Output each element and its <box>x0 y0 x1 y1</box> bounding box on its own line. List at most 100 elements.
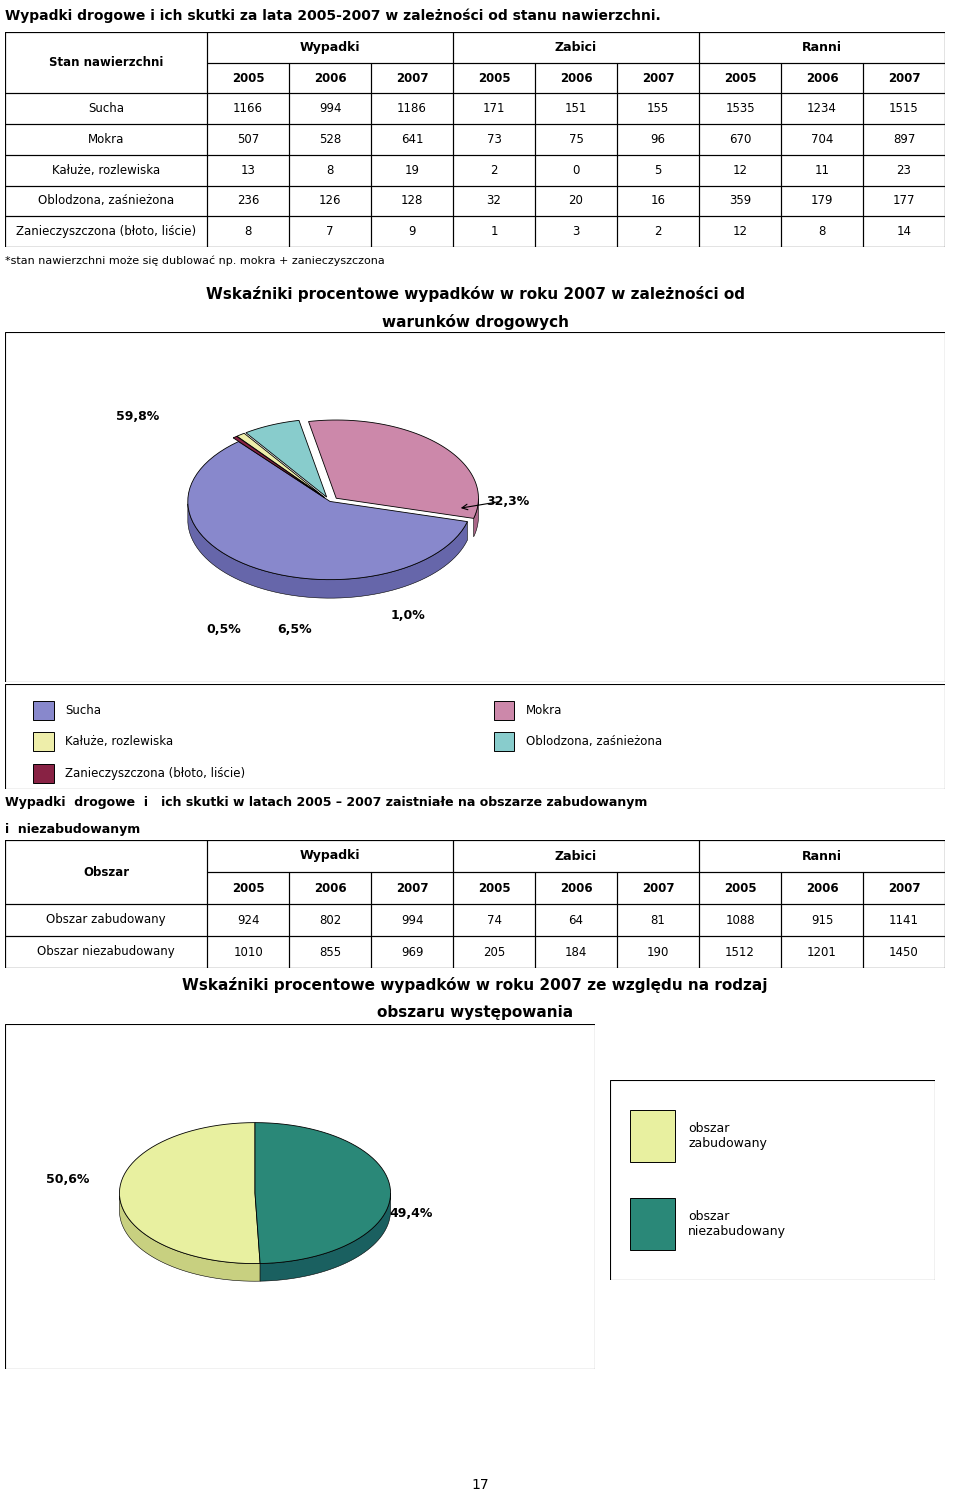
Text: 1088: 1088 <box>725 914 755 927</box>
Text: 9: 9 <box>408 225 416 239</box>
Bar <box>863 871 945 904</box>
Text: 19: 19 <box>404 163 420 177</box>
Bar <box>781 94 863 124</box>
Text: 855: 855 <box>319 945 341 959</box>
Polygon shape <box>188 441 468 580</box>
Text: 2006: 2006 <box>805 882 838 894</box>
Bar <box>5 32 207 94</box>
Bar <box>207 871 289 904</box>
Bar <box>453 124 535 156</box>
Bar <box>207 216 289 248</box>
Bar <box>289 936 372 968</box>
Text: i  niezabudowanym: i niezabudowanym <box>5 823 140 837</box>
Text: Obszar zabudowany: Obszar zabudowany <box>46 914 166 927</box>
Bar <box>207 124 289 156</box>
Bar <box>781 936 863 968</box>
Text: 184: 184 <box>564 945 588 959</box>
Bar <box>535 936 617 968</box>
Text: 126: 126 <box>319 195 342 207</box>
Polygon shape <box>260 1193 391 1280</box>
Text: 8: 8 <box>245 225 252 239</box>
Text: 1535: 1535 <box>725 103 755 115</box>
Bar <box>5 124 207 156</box>
Bar <box>535 156 617 186</box>
Bar <box>5 156 207 186</box>
Bar <box>699 156 781 186</box>
Text: obszar
zabudowany: obszar zabudowany <box>688 1122 767 1151</box>
Bar <box>535 186 617 216</box>
Text: 507: 507 <box>237 133 259 146</box>
Bar <box>535 871 617 904</box>
Text: 23: 23 <box>897 163 911 177</box>
Text: 2006: 2006 <box>805 71 838 85</box>
Polygon shape <box>120 1196 260 1280</box>
Text: 2: 2 <box>655 225 661 239</box>
Text: 359: 359 <box>729 195 751 207</box>
Text: warunków drogowych: warunków drogowych <box>381 314 568 329</box>
Text: Kałuże, rozlewiska: Kałuże, rozlewiska <box>52 163 160 177</box>
Bar <box>617 124 699 156</box>
Text: 1201: 1201 <box>807 945 837 959</box>
Polygon shape <box>255 1122 391 1264</box>
Bar <box>781 156 863 186</box>
Bar <box>289 216 372 248</box>
Text: 190: 190 <box>647 945 669 959</box>
Text: 1010: 1010 <box>233 945 263 959</box>
Bar <box>863 904 945 936</box>
Bar <box>207 840 453 871</box>
Bar <box>863 216 945 248</box>
Bar <box>289 904 372 936</box>
Text: Ranni: Ranni <box>802 41 842 54</box>
Polygon shape <box>233 436 324 498</box>
Text: 1: 1 <box>491 225 498 239</box>
Text: 32: 32 <box>487 195 501 207</box>
Bar <box>289 63 372 94</box>
Bar <box>289 871 372 904</box>
Bar <box>493 732 515 750</box>
Text: Wypadki: Wypadki <box>300 850 360 862</box>
Text: 11: 11 <box>814 163 829 177</box>
Text: 915: 915 <box>811 914 833 927</box>
Bar <box>5 216 207 248</box>
Bar <box>453 32 699 63</box>
Polygon shape <box>237 433 324 498</box>
Text: Oblodzona, zaśnieżona: Oblodzona, zaśnieżona <box>38 195 174 207</box>
Text: 969: 969 <box>401 945 423 959</box>
Text: 5: 5 <box>655 163 661 177</box>
Bar <box>372 156 453 186</box>
Text: 1141: 1141 <box>889 914 919 927</box>
Text: 32,3%: 32,3% <box>486 495 529 507</box>
Text: 2005: 2005 <box>724 882 756 894</box>
Text: 12: 12 <box>732 163 748 177</box>
Text: 1234: 1234 <box>807 103 837 115</box>
Text: 670: 670 <box>729 133 752 146</box>
Text: 994: 994 <box>401 914 423 927</box>
Bar <box>617 94 699 124</box>
Text: 8: 8 <box>818 225 826 239</box>
Bar <box>5 94 207 124</box>
Bar <box>617 186 699 216</box>
Bar <box>372 936 453 968</box>
Text: 64: 64 <box>568 914 584 927</box>
Text: 2007: 2007 <box>888 71 921 85</box>
Text: 802: 802 <box>319 914 341 927</box>
Text: 528: 528 <box>319 133 341 146</box>
Text: Obszar: Obszar <box>83 865 129 879</box>
Text: 13: 13 <box>241 163 255 177</box>
Bar <box>372 871 453 904</box>
Text: Wypadki drogowe i ich skutki za lata 2005-2007 w zależności od stanu nawierzchni: Wypadki drogowe i ich skutki za lata 200… <box>5 9 660 23</box>
Text: Sucha: Sucha <box>65 704 101 717</box>
Text: 81: 81 <box>651 914 665 927</box>
Text: Mokra: Mokra <box>88 133 124 146</box>
Text: 74: 74 <box>487 914 501 927</box>
Text: 128: 128 <box>401 195 423 207</box>
Text: 1515: 1515 <box>889 103 919 115</box>
Text: 96: 96 <box>651 133 665 146</box>
Text: 16: 16 <box>651 195 665 207</box>
Bar <box>372 186 453 216</box>
Polygon shape <box>246 420 326 497</box>
Bar <box>453 156 535 186</box>
Text: 7: 7 <box>326 225 334 239</box>
Text: 151: 151 <box>564 103 588 115</box>
Text: Sucha: Sucha <box>88 103 124 115</box>
